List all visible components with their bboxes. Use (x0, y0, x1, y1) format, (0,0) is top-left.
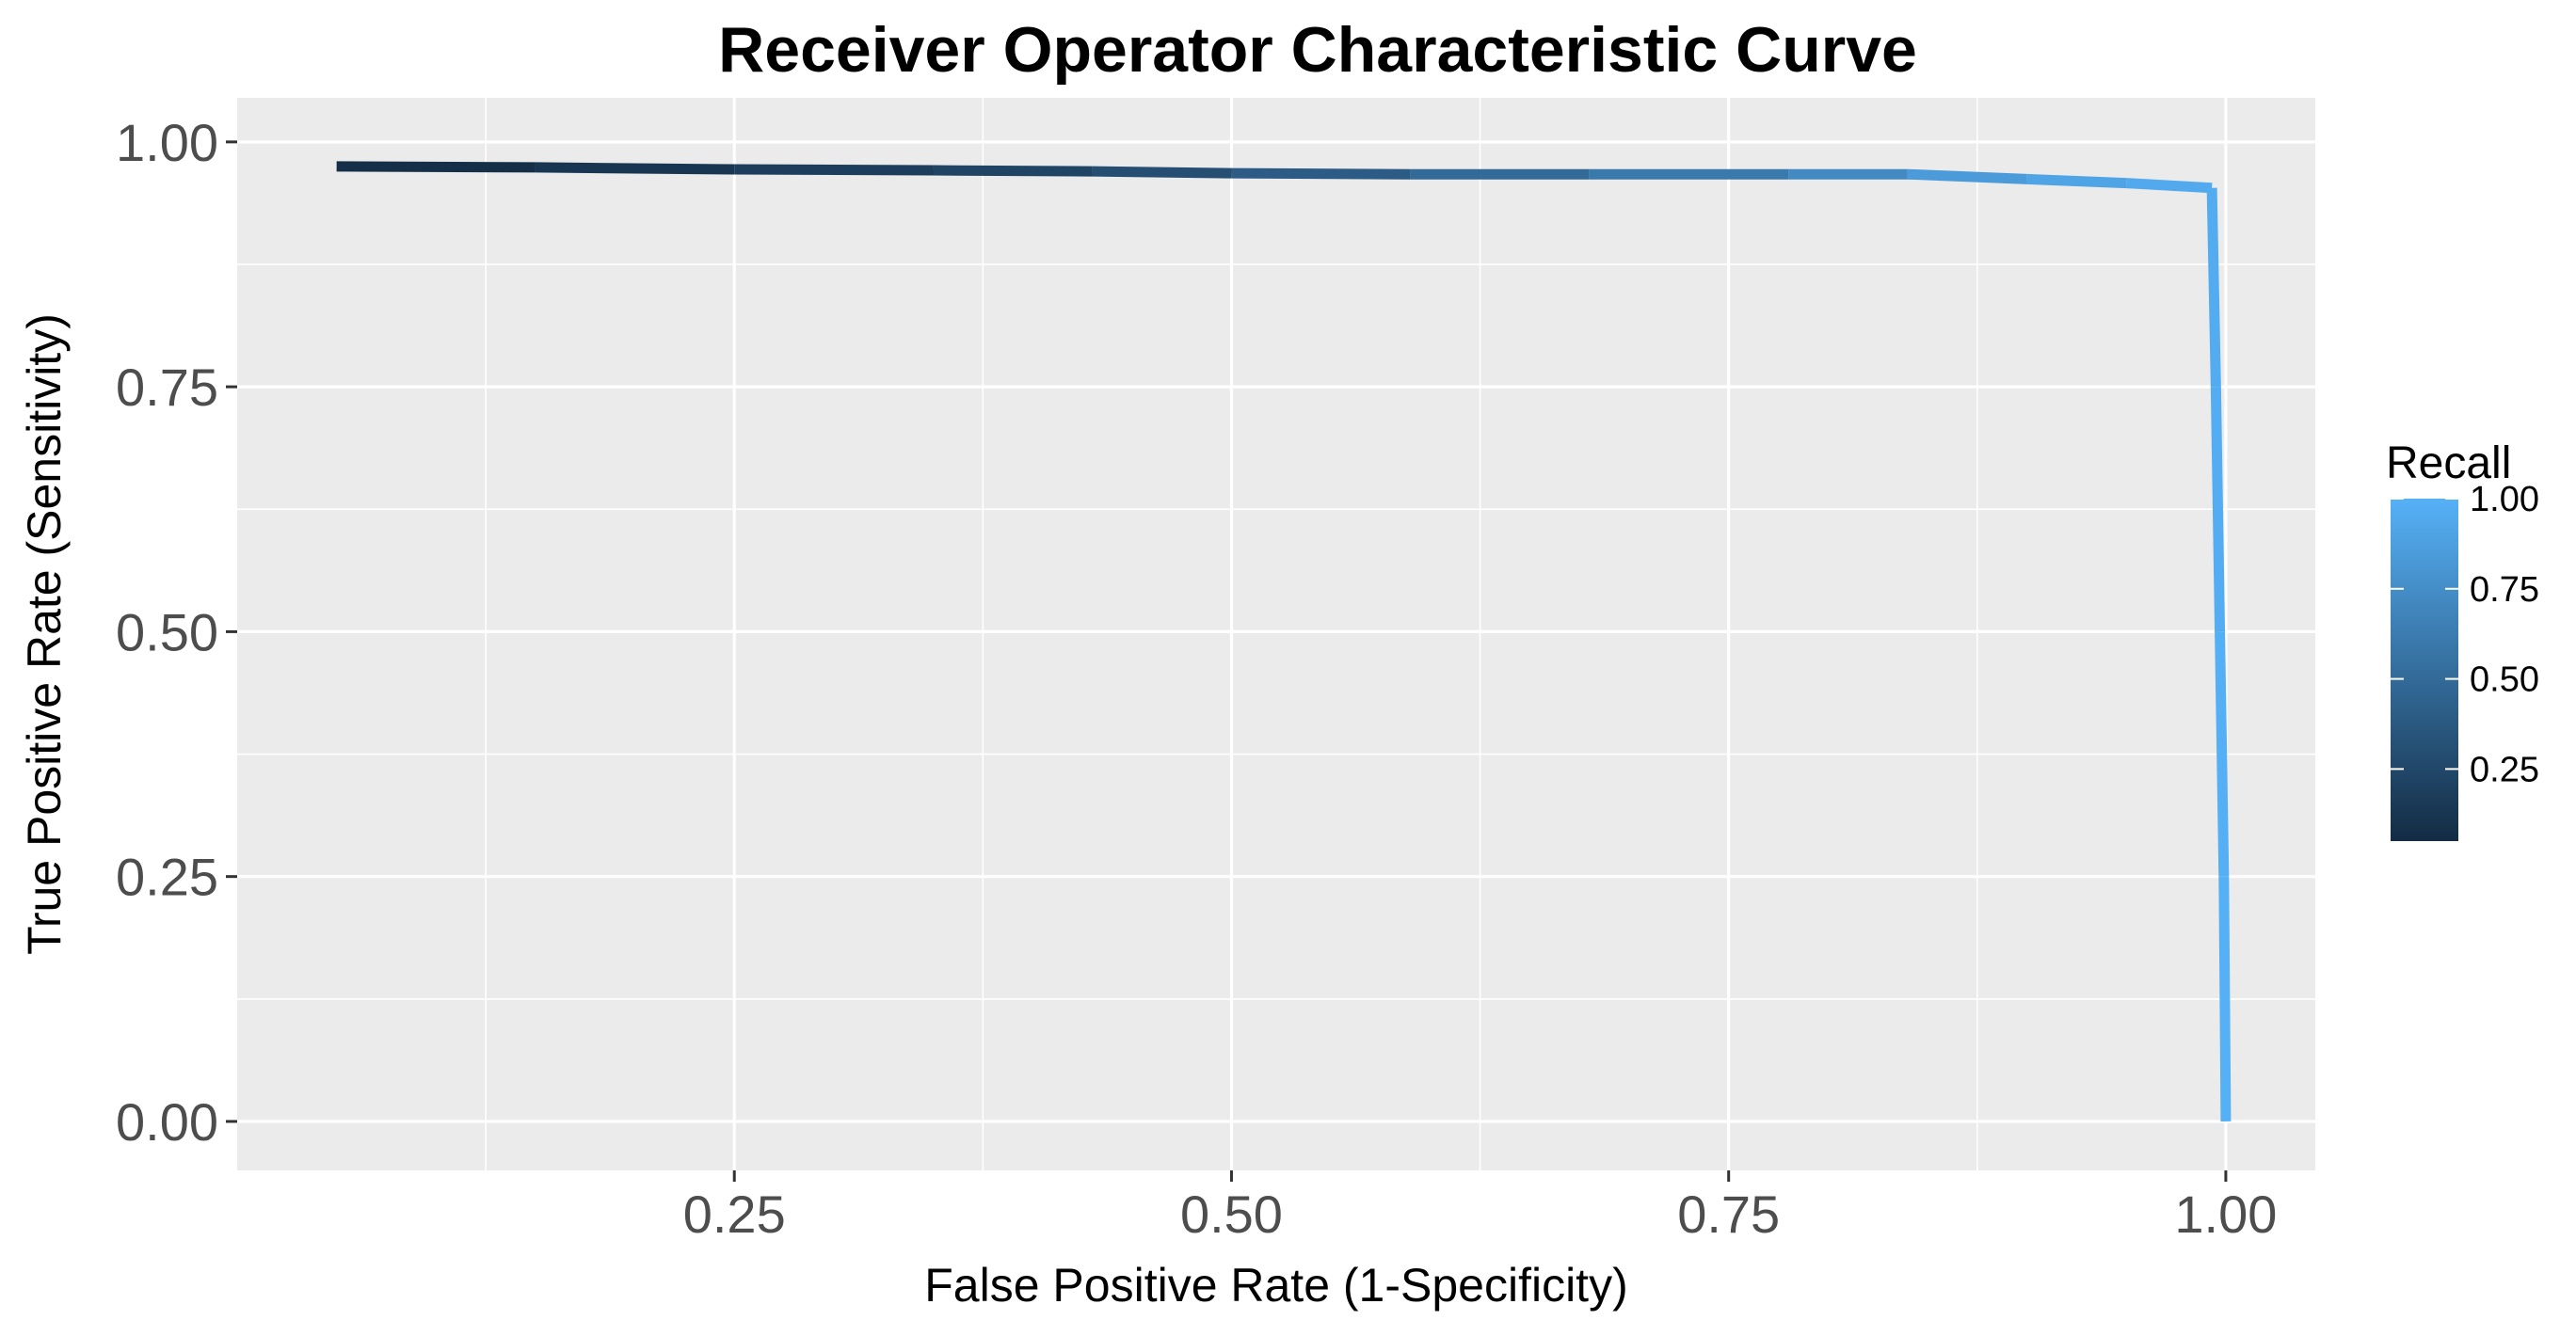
roc-segment (933, 165, 1093, 177)
x-tick-label: 0.25 (683, 1185, 786, 1244)
y-tick-label: 0.25 (116, 848, 218, 907)
legend-tick-label: 0.75 (2470, 570, 2539, 610)
roc-curve (336, 161, 2232, 1121)
roc-segment (535, 162, 735, 175)
roc-segment (2206, 187, 2221, 388)
roc-segment (2026, 173, 2127, 189)
legend-ticks: 0.25 0.50 0.75 1.00 (2391, 480, 2539, 789)
x-tick-label: 0.50 (1180, 1185, 1283, 1244)
plot-panel (237, 98, 2315, 1170)
roc-segment (2210, 387, 2226, 632)
roc-segment (1231, 167, 1411, 180)
roc-segment (2125, 178, 2213, 194)
y-tick-label: 0.75 (116, 358, 218, 417)
x-axis: 0.25 0.50 0.75 1.00 (683, 1170, 2277, 1244)
chart-title: Receiver Operator Characteristic Curve (718, 14, 1917, 86)
y-axis-label: True Positive Rate (Sensitivity) (18, 313, 71, 955)
roc-segment (2218, 876, 2232, 1121)
x-axis-label: False Positive Rate (1-Specificity) (924, 1259, 1627, 1312)
x-tick-label: 1.00 (2174, 1185, 2277, 1244)
legend-tick-label: 0.50 (2470, 660, 2539, 700)
legend-tick-label: 1.00 (2470, 480, 2539, 519)
legend: Recall 0.25 0.50 0.75 1.00 (2386, 438, 2539, 841)
roc-segment (734, 164, 934, 176)
legend-title: Recall (2386, 438, 2511, 488)
grid-minor (237, 98, 2315, 1170)
y-tick-label: 0.00 (116, 1092, 218, 1152)
y-axis: 0.00 0.25 0.50 0.75 1.00 (116, 113, 237, 1152)
roc-segment (1907, 168, 2027, 184)
legend-tick-label: 0.25 (2470, 750, 2539, 789)
roc-segment (1092, 166, 1232, 179)
y-tick-label: 0.50 (116, 602, 218, 661)
roc-segment (2215, 631, 2230, 877)
legend-colorbar (2391, 499, 2458, 841)
y-tick-label: 1.00 (116, 113, 218, 172)
grid-major (237, 98, 2315, 1170)
x-tick-label: 0.75 (1677, 1185, 1780, 1244)
